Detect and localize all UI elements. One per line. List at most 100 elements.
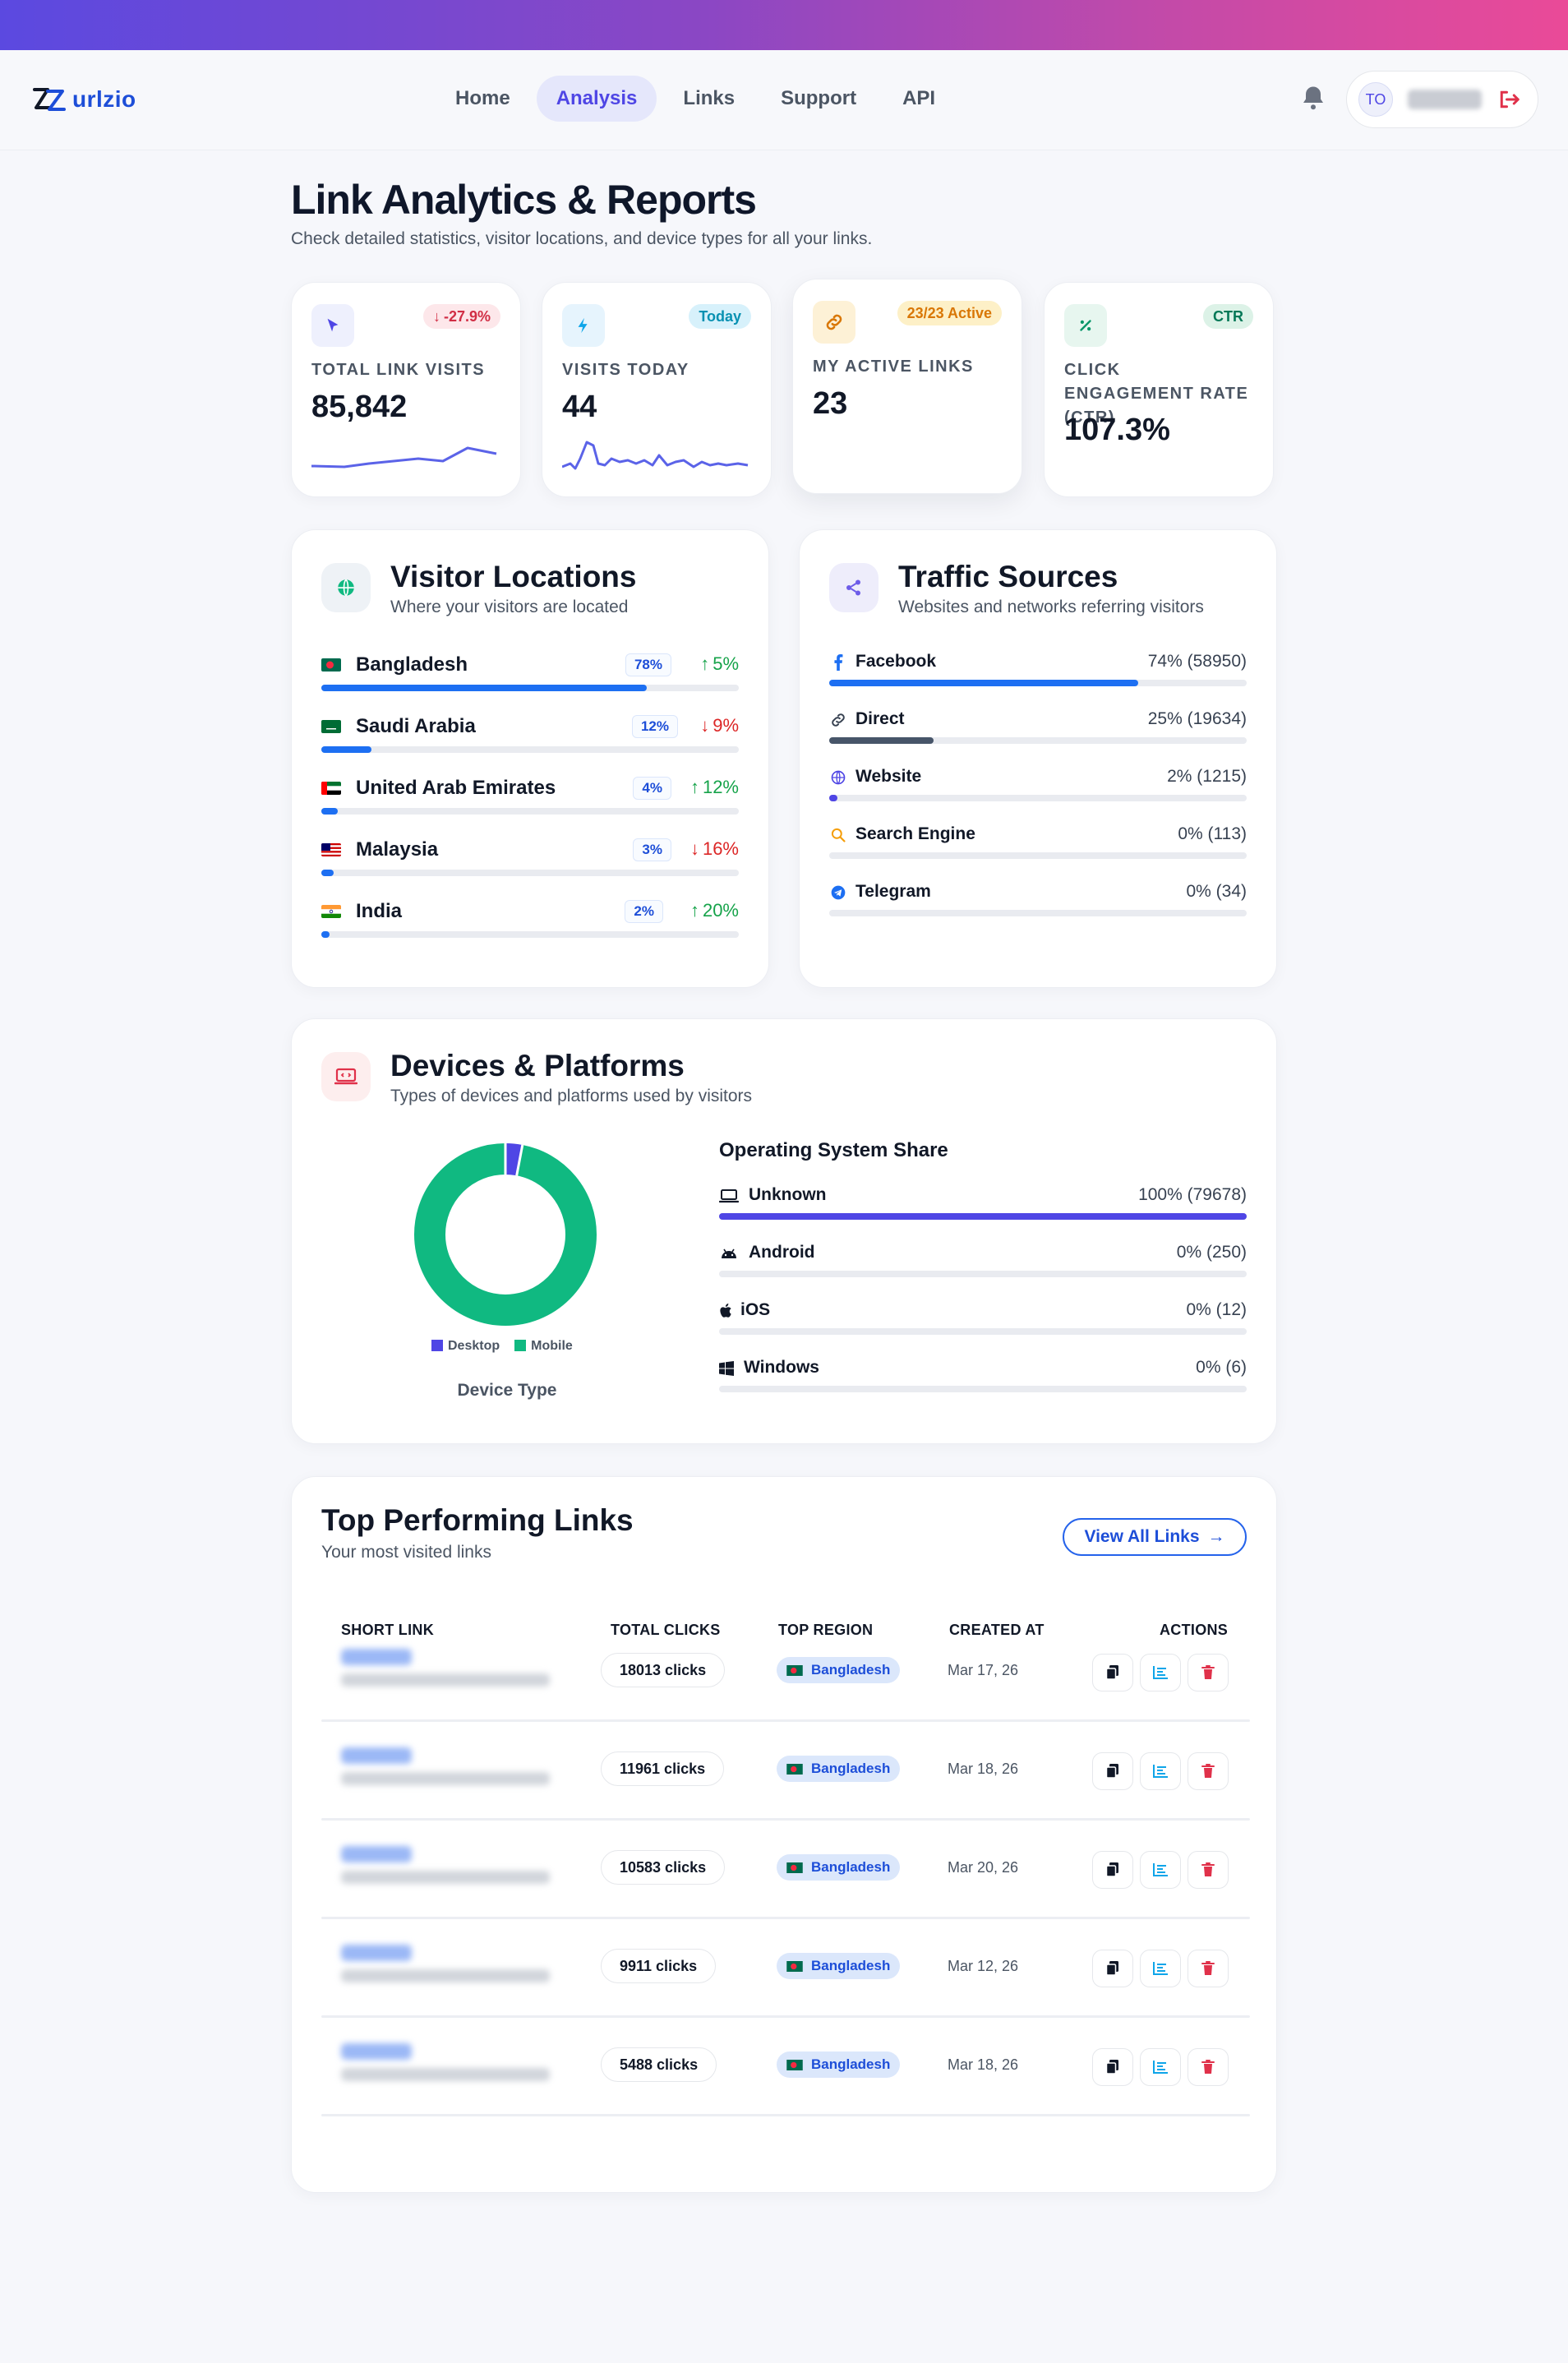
nav-item-links[interactable]: Links (683, 87, 736, 109)
laptop-icon (719, 1187, 739, 1205)
bolt-icon (562, 304, 605, 347)
arrow-up-icon: ↑ (689, 777, 699, 797)
original-url-blurred (341, 1871, 550, 1884)
copy-button[interactable] (1092, 1950, 1133, 1987)
share-bar (829, 795, 838, 801)
section-subtitle: Types of devices and platforms used by v… (390, 1087, 753, 1105)
short-link-blurred[interactable] (341, 1747, 412, 1764)
flag-uae-icon (321, 782, 341, 795)
device-type-donut-chart (414, 1143, 597, 1326)
delete-button[interactable] (1188, 1950, 1229, 1987)
arrow-up-icon: ↑ (689, 900, 699, 921)
logout-icon[interactable] (1497, 87, 1521, 112)
short-link-blurred[interactable] (341, 1649, 412, 1665)
chart-icon (1153, 1666, 1168, 1679)
chart-caption: Device Type (457, 1381, 557, 1400)
stat-card-visits-today: Today VISITS TODAY 44 (542, 282, 772, 497)
nav-item-analysis[interactable]: Analysis (536, 76, 657, 122)
analytics-button[interactable] (1140, 2048, 1181, 2086)
copy-button[interactable] (1092, 1654, 1133, 1691)
percent-icon (1064, 304, 1107, 347)
analytics-button[interactable] (1140, 1950, 1181, 1987)
table-row: 11961 clicks Bangladesh Mar 18, 26 (321, 1721, 1250, 1821)
globe-icon (829, 768, 847, 787)
analytics-button[interactable] (1140, 1752, 1181, 1790)
stat-value: 44 (562, 390, 597, 424)
clicks-badge: 18013 clicks (601, 1653, 726, 1687)
nav-item-api[interactable]: API (902, 87, 936, 109)
copy-icon (1105, 1961, 1118, 1976)
table-row: 18013 clicks Bangladesh Mar 17, 26 (321, 1622, 1250, 1722)
copy-icon (1105, 1862, 1118, 1877)
flag-bangladesh-icon (786, 1664, 803, 1676)
section-title: Devices & Platforms (390, 1049, 685, 1082)
stat-value: 23 (813, 386, 848, 421)
section-subtitle: Where your visitors are located (390, 598, 629, 616)
delete-button[interactable] (1188, 1851, 1229, 1889)
column-header: TOTAL CLICKS (611, 1622, 721, 1638)
analytics-button[interactable] (1140, 1654, 1181, 1691)
flag-bangladesh-icon (321, 658, 341, 672)
trash-icon (1201, 1764, 1215, 1778)
copy-button[interactable] (1092, 2048, 1133, 2086)
flag-malaysia-icon (321, 843, 341, 856)
copy-icon (1105, 2060, 1118, 2075)
region-badge: Bangladesh (777, 1756, 901, 1782)
delete-button[interactable] (1188, 2048, 1229, 2086)
stat-label: VISITS TODAY (562, 361, 689, 379)
nav-item-home[interactable]: Home (455, 87, 510, 109)
clicks-badge: 5488 clicks (601, 2047, 717, 2082)
nav-item-support[interactable]: Support (781, 87, 857, 109)
view-all-links-button[interactable]: View All Links → (1063, 1518, 1247, 1556)
stat-value: 107.3% (1064, 413, 1170, 447)
cursor-icon (311, 304, 354, 347)
delete-button[interactable] (1188, 1654, 1229, 1691)
stat-label: CLICK ENGAGEMENT RATE (CTR) (1064, 361, 1249, 427)
arrow-down-icon: ↓ (700, 715, 710, 736)
brand-logo[interactable]: urlzio (30, 83, 136, 116)
section-title: Visitor Locations (390, 560, 637, 593)
page-subtitle: Check detailed statistics, visitor locat… (291, 229, 873, 248)
created-date: Mar 17, 26 (948, 1662, 1019, 1678)
analytics-button[interactable] (1140, 1851, 1181, 1889)
short-link-blurred[interactable] (341, 2043, 412, 2060)
copy-button[interactable] (1092, 1851, 1133, 1889)
trash-icon (1201, 1961, 1215, 1975)
share-bar (719, 1213, 1247, 1220)
original-url-blurred (341, 2068, 550, 2081)
copy-button[interactable] (1092, 1752, 1133, 1790)
user-menu[interactable]: TO (1346, 71, 1538, 128)
notification-bell-icon[interactable] (1298, 83, 1328, 113)
column-header: TOP REGION (778, 1622, 874, 1638)
arrow-up-icon: ↑ (700, 653, 710, 674)
arrow-down-icon: ↓ (689, 838, 699, 859)
original-url-blurred (341, 1772, 550, 1785)
chart-icon (1153, 1962, 1168, 1975)
copy-icon (1105, 1764, 1118, 1779)
created-date: Mar 20, 26 (948, 1859, 1019, 1876)
stat-card-active-links: 23/23 Active MY ACTIVE LINKS 23 (792, 279, 1022, 494)
copy-icon (1105, 1665, 1118, 1680)
arrow-down-icon: ↓ (432, 307, 440, 325)
trash-icon (1201, 1862, 1215, 1876)
clicks-badge: 10583 clicks (601, 1850, 726, 1885)
share-bar (829, 680, 1138, 686)
stat-label: TOTAL LINK VISITS (311, 361, 486, 379)
table-row: 5488 clicks Bangladesh Mar 18, 26 (321, 2017, 1250, 2116)
short-link-blurred[interactable] (341, 1846, 412, 1862)
page-title: Link Analytics & Reports (291, 177, 757, 223)
clicks-badge: 11961 clicks (601, 1751, 725, 1786)
short-link-blurred[interactable] (341, 1945, 412, 1961)
share-bar (321, 931, 330, 938)
table-row: 9911 clicks Bangladesh Mar 12, 26 (321, 1918, 1250, 2018)
clicks-badge: 9911 clicks (601, 1949, 717, 1983)
original-url-blurred (341, 1673, 550, 1687)
region-badge: Bangladesh (777, 2051, 901, 2078)
legend-item-mobile: Mobile (514, 1339, 573, 1354)
traffic-sources-card: Traffic Sources Websites and networks re… (799, 529, 1277, 988)
column-header: ACTIONS (1160, 1622, 1229, 1638)
column-header: SHORT LINK (341, 1622, 434, 1638)
delete-button[interactable] (1188, 1752, 1229, 1790)
share-bar (321, 808, 339, 815)
region-badge: Bangladesh (777, 1854, 901, 1881)
